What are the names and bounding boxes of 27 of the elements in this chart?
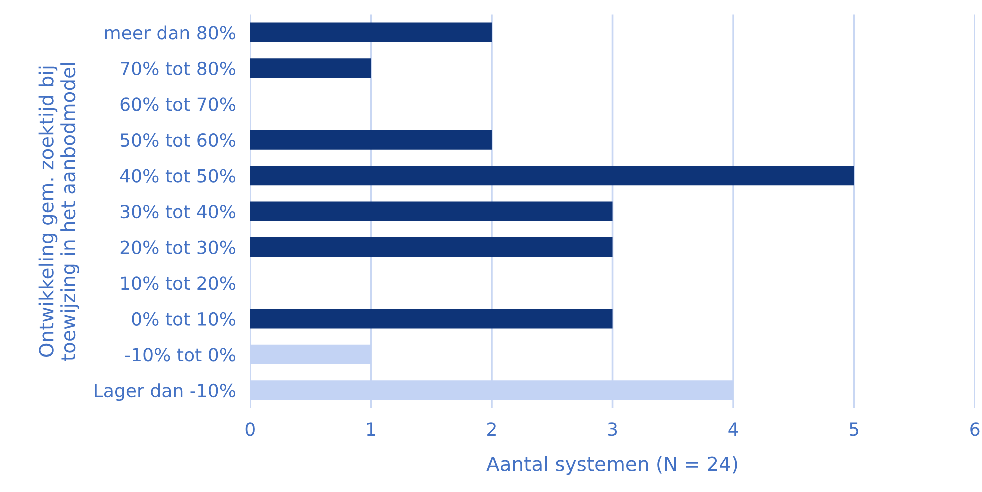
bar — [250, 58, 372, 78]
bar — [250, 166, 854, 186]
y-tick-label: 0% tot 10% — [132, 312, 236, 326]
x-tick-label: 6 — [970, 422, 980, 436]
x-tick-label: 5 — [850, 422, 859, 436]
bar — [250, 22, 492, 42]
x-tick-label: 4 — [728, 422, 738, 436]
y-tick-label: -10% tot 0% — [125, 348, 236, 362]
y-tick-label: 50% tot 60% — [120, 133, 236, 148]
bar — [250, 202, 613, 222]
y-axis-title: Ontwikkeling gem. zoektijd bij toewijzing in het aanbodmodel — [38, 63, 80, 361]
y-tick-label: 70% tot 80% — [121, 62, 236, 76]
bar — [250, 309, 613, 329]
y-tick-label: 10% tot 20% — [122, 276, 236, 290]
y-tick-label: 20% tot 30% — [120, 240, 236, 254]
x-tick-label: 0 — [246, 422, 255, 436]
y-tick-label: 30% tot 40% — [120, 205, 236, 219]
x-tick-label: 3 — [608, 422, 618, 436]
x-tick-label: 2 — [488, 422, 496, 436]
y-tick-label: 60% tot 70% — [120, 98, 236, 112]
bar — [250, 130, 492, 150]
bar — [250, 238, 613, 258]
x-tick-label: 1 — [367, 422, 376, 436]
y-tick-label: 40% tot 50% — [120, 169, 236, 183]
y-tick-label: meer dan 80% — [105, 26, 236, 40]
y-tick-label: Lager dan -10% — [95, 384, 236, 402]
x-axis-title: Aantal systemen (N = 24) — [486, 456, 738, 476]
